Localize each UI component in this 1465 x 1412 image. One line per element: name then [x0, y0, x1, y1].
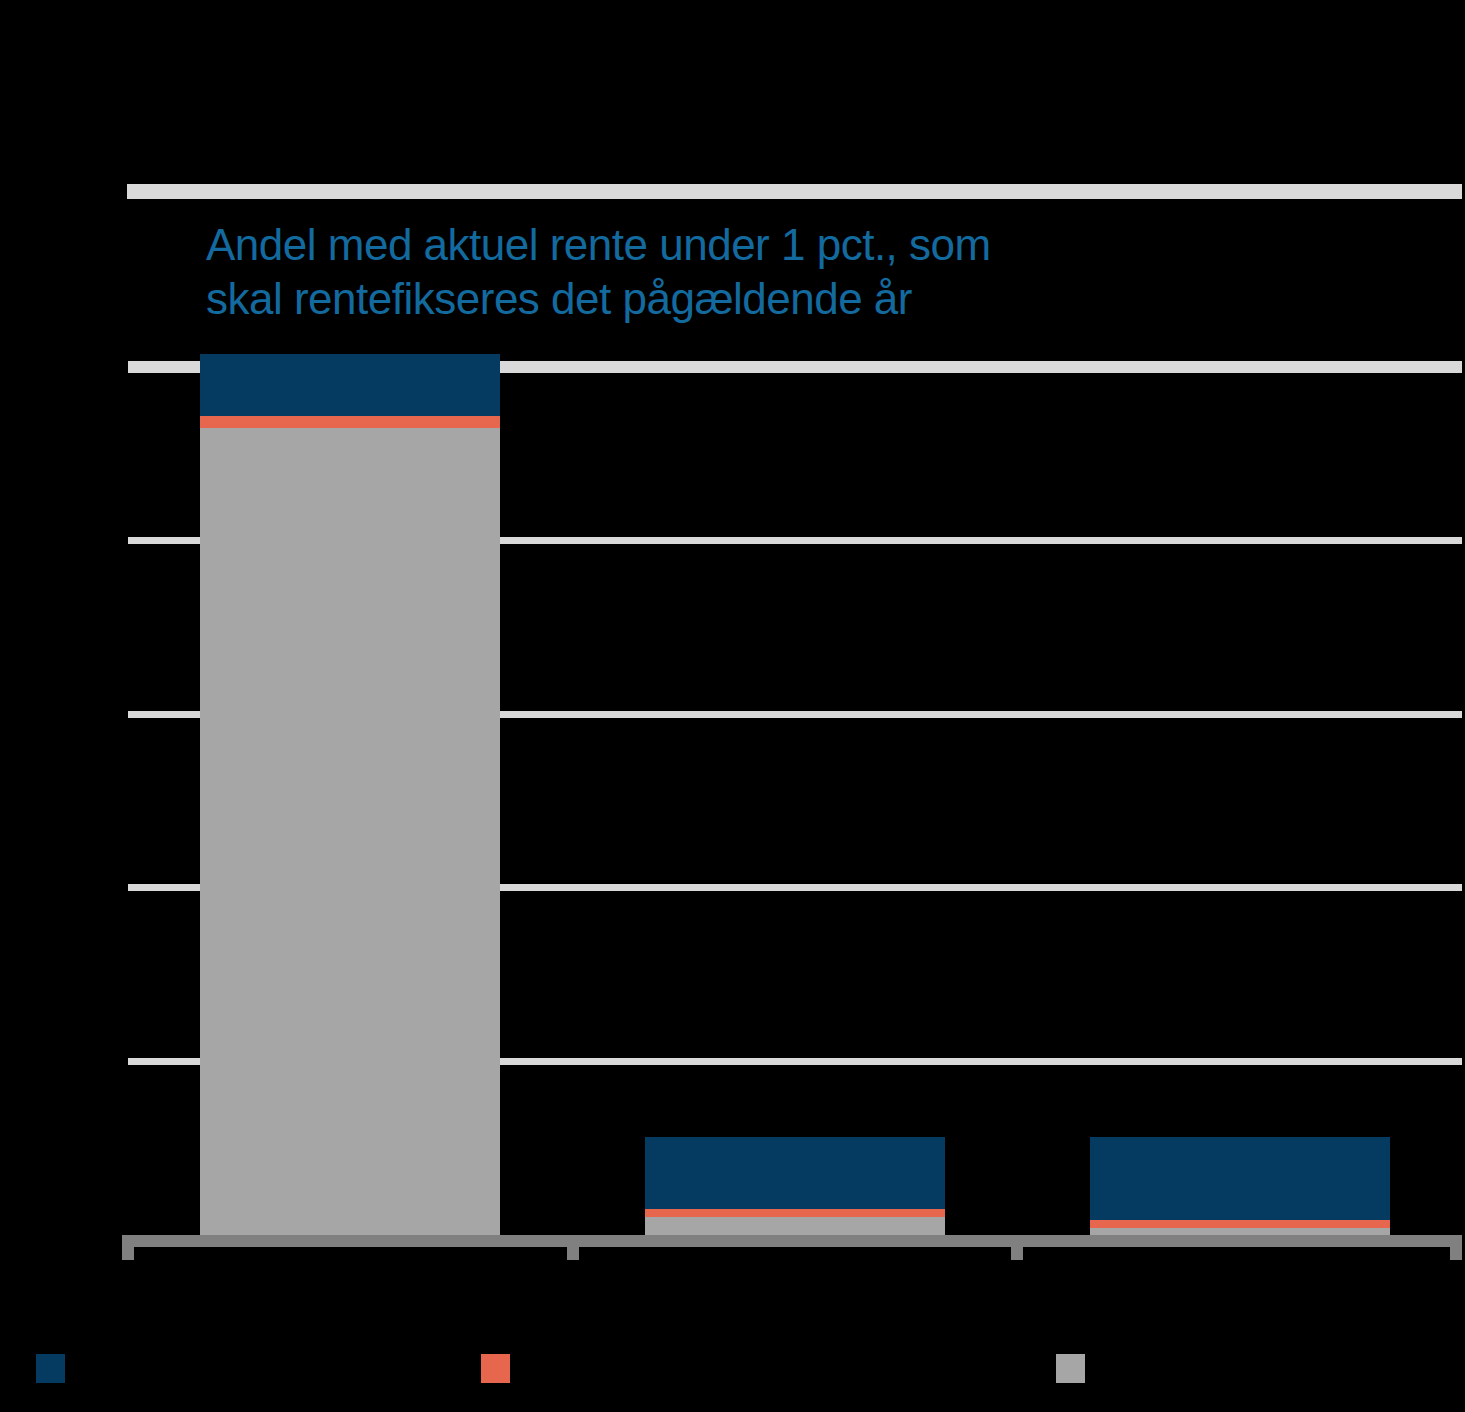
chart-legend	[0, 0, 1465, 1412]
chart-canvas: Andel med aktuel rente under 1 pct., som…	[0, 0, 1465, 1412]
legend-swatch-navy	[36, 1354, 65, 1383]
legend-swatch-gray	[1056, 1354, 1085, 1383]
legend-swatch-orange	[481, 1354, 510, 1383]
